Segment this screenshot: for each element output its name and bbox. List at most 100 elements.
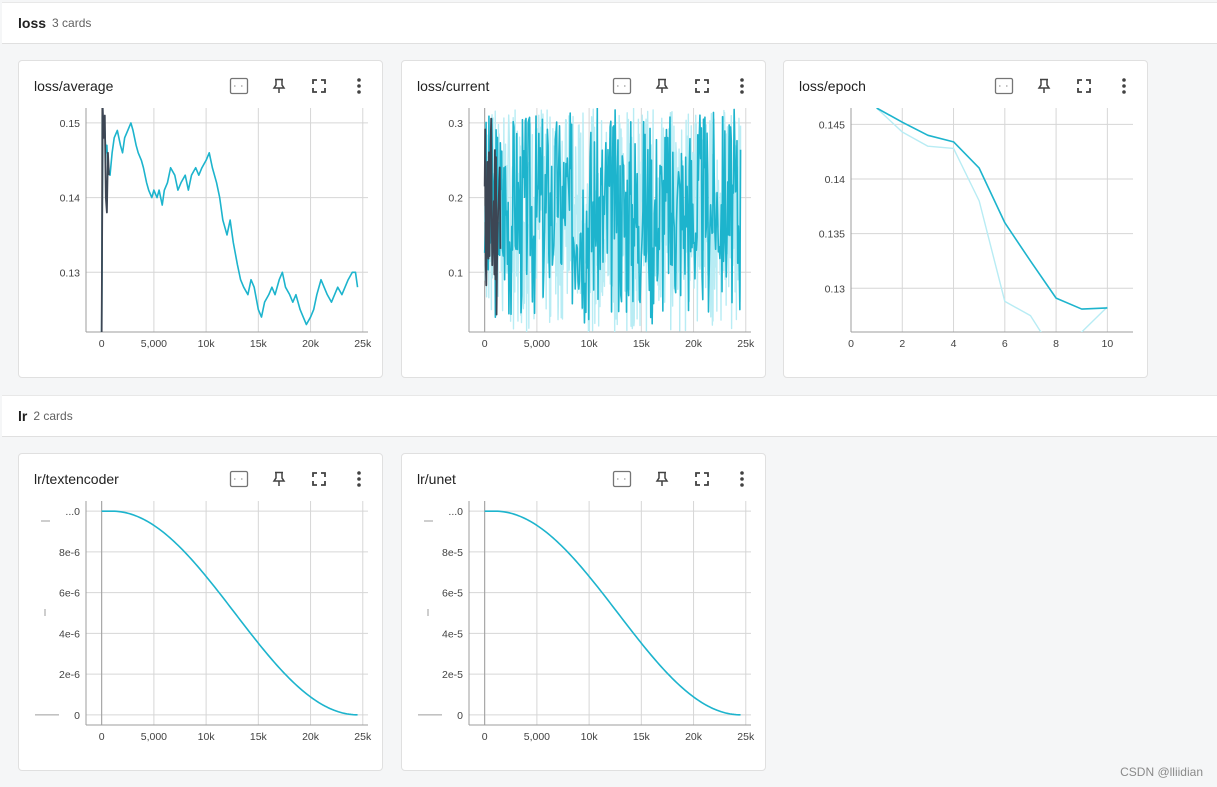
pin-icon[interactable] [651, 468, 673, 490]
data-selection-icon[interactable] [611, 75, 633, 97]
card-lr-textencoder: lr/textencoder 0 5,000 10k 15k 20k 25k 0 2e-6 4e-… [18, 453, 383, 771]
card-title: lr/unet [417, 471, 456, 487]
x-tick-label: 10k [198, 731, 216, 743]
card-toolbar [593, 75, 753, 97]
more-vert-icon[interactable] [348, 468, 370, 490]
y-tick-label: 0.145 [819, 119, 845, 131]
fullscreen-icon[interactable] [308, 75, 330, 97]
x-tick-label: 15k [633, 731, 651, 743]
x-tick-label: 5,000 [524, 338, 550, 350]
fullscreen-icon[interactable] [691, 468, 713, 490]
card-loss-average: loss/average 0 5,000 10k 15k 20k 25k 0.13 0.14 0.… [18, 60, 383, 378]
x-tick-label: 5,000 [141, 731, 167, 743]
series-line-current[interactable] [483, 108, 742, 325]
y-tick-label: 0.15 [60, 118, 81, 130]
data-selection-icon[interactable] [611, 468, 633, 490]
card-title: loss/epoch [799, 78, 866, 94]
pin-icon[interactable] [651, 75, 673, 97]
y-tick-label: 0.14 [60, 193, 81, 205]
pin-icon[interactable] [1033, 75, 1055, 97]
y-tick-label: 0.13 [60, 267, 81, 279]
x-tick-label: 25k [737, 338, 755, 350]
y-tick-label: ...0 [448, 506, 463, 518]
card-toolbar [975, 75, 1135, 97]
x-tick-label: 6 [1002, 338, 1008, 350]
y-tick-label: 8e-6 [59, 547, 80, 559]
series-line-epoch[interactable] [876, 108, 1108, 310]
y-tick-label: 0.1 [448, 267, 463, 279]
y-tick-label: 0 [74, 710, 80, 722]
x-tick-label: 10 [1102, 338, 1114, 350]
chart-svg[interactable]: 0 5,000 10k 15k 20k 25k 0.13 0.14 0.15 [19, 61, 382, 377]
x-tick-label: 10k [581, 731, 599, 743]
fullscreen-icon[interactable] [308, 468, 330, 490]
series-line-average-raw[interactable] [100, 108, 110, 332]
x-tick-label: 15k [250, 731, 268, 743]
x-tick-label: 0 [99, 731, 105, 743]
card-lr-unet: lr/unet 0 5,000 10k 15k 20k 25k 0 2e-5 4e-5 6e-5 8e… [401, 453, 766, 771]
plot-area [101, 510, 358, 716]
x-tick-label: 0 [482, 338, 488, 350]
plot-area [876, 108, 1108, 356]
x-tick-label: 0 [99, 338, 105, 350]
group-card-count: 2 cards [33, 409, 73, 423]
y-tick-label: 0.135 [819, 229, 845, 241]
x-tick-label: 2 [899, 338, 905, 350]
card-title: loss/current [417, 78, 490, 94]
y-tick-label: 8e-5 [442, 547, 463, 559]
card-title: loss/average [34, 78, 114, 94]
more-vert-icon[interactable] [731, 468, 753, 490]
x-tick-label: 10k [581, 338, 599, 350]
chart-svg[interactable]: 0 5,000 10k 15k 20k 25k 0 2e-5 4e-5 6e-5 8e-5 ...0 [402, 454, 765, 770]
series-line-lr-te[interactable] [101, 510, 358, 716]
series-line-current-early[interactable] [483, 117, 502, 316]
x-tick-label: 25k [354, 338, 372, 350]
group-header-lr[interactable]: lr 2 cards [2, 395, 1217, 437]
more-vert-icon[interactable] [348, 75, 370, 97]
group-header-loss[interactable]: loss 3 cards [2, 2, 1217, 44]
fullscreen-icon[interactable] [1073, 75, 1095, 97]
x-tick-label: 15k [250, 338, 268, 350]
plot-area [484, 510, 741, 716]
x-tick-label: 0 [482, 731, 488, 743]
more-vert-icon[interactable] [1113, 75, 1135, 97]
pin-icon[interactable] [268, 468, 290, 490]
group-card-count: 3 cards [52, 16, 92, 30]
y-tick-label: ...0 [65, 506, 80, 518]
plot-area [100, 108, 359, 332]
chart-svg[interactable]: 0 5,000 10k 15k 20k 25k 0.1 0.2 0.3 [402, 61, 765, 377]
x-tick-label: 20k [685, 731, 703, 743]
y-tick-label: 2e-5 [442, 669, 463, 681]
data-selection-icon[interactable] [993, 75, 1015, 97]
x-tick-label: 0 [848, 338, 854, 350]
fullscreen-icon[interactable] [691, 75, 713, 97]
y-tick-label: 0.13 [825, 283, 846, 295]
x-tick-label: 25k [354, 731, 372, 743]
y-tick-label: 6e-6 [59, 588, 80, 600]
watermark: CSDN @lliidian [1120, 765, 1203, 779]
more-vert-icon[interactable] [731, 75, 753, 97]
x-tick-label: 20k [302, 338, 320, 350]
data-selection-icon[interactable] [228, 75, 250, 97]
card-toolbar [210, 75, 370, 97]
x-tick-label: 25k [737, 731, 755, 743]
chart-svg[interactable]: 0 2 4 6 8 10 0.13 0.135 0.14 0.145 [784, 61, 1147, 377]
x-tick-label: 15k [633, 338, 651, 350]
y-tick-label: 0 [457, 710, 463, 722]
card-title: lr/textencoder [34, 471, 119, 487]
x-tick-label: 5,000 [524, 731, 550, 743]
y-tick-label: 6e-5 [442, 588, 463, 600]
series-line-average[interactable] [100, 114, 359, 332]
x-tick-label: 20k [685, 338, 703, 350]
x-tick-label: 5,000 [141, 338, 167, 350]
x-tick-label: 8 [1053, 338, 1059, 350]
x-tick-label: 10k [198, 338, 216, 350]
series-line-epoch-raw[interactable] [876, 108, 1108, 356]
y-tick-label: 0.3 [448, 118, 463, 130]
y-tick-label: 0.14 [825, 174, 846, 186]
data-selection-icon[interactable] [228, 468, 250, 490]
series-line-lr-unet[interactable] [484, 510, 741, 716]
pin-icon[interactable] [268, 75, 290, 97]
chart-svg[interactable]: 0 5,000 10k 15k 20k 25k 0 2e-6 4e-6 6e-6 8e-6 ...0 [19, 454, 382, 770]
y-tick-label: 4e-6 [59, 628, 80, 640]
